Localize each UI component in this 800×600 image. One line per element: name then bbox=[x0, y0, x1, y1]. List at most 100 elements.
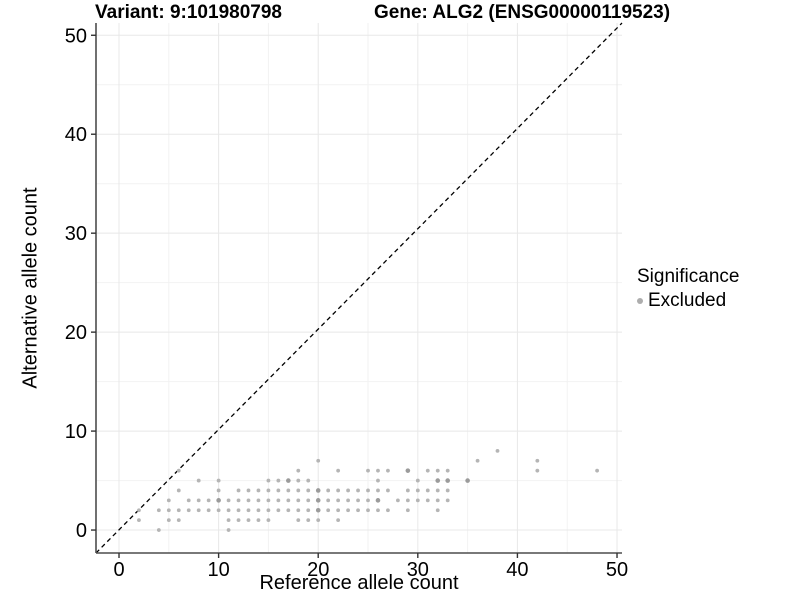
data-point bbox=[137, 518, 141, 523]
data-point bbox=[445, 468, 450, 473]
data-point bbox=[415, 488, 420, 493]
data-point bbox=[156, 528, 161, 532]
data-point bbox=[296, 498, 301, 503]
data-point bbox=[405, 488, 410, 493]
data-point bbox=[216, 508, 221, 513]
data-point bbox=[535, 458, 540, 463]
data-point bbox=[206, 508, 211, 513]
data-point bbox=[216, 488, 221, 493]
plot-title-variant: Variant: 9:101980798 bbox=[95, 2, 282, 23]
data-point bbox=[405, 508, 410, 513]
data-point bbox=[346, 488, 350, 493]
data-point bbox=[276, 498, 281, 503]
data-point bbox=[226, 508, 231, 513]
data-point bbox=[286, 508, 291, 513]
data-point bbox=[315, 507, 321, 513]
data-point bbox=[246, 508, 251, 513]
data-point bbox=[315, 498, 321, 503]
plot-title-gene: Gene: ALG2 (ENSG00000119523) bbox=[374, 2, 671, 23]
x-tick-label: 40 bbox=[506, 559, 528, 581]
data-point bbox=[256, 498, 261, 503]
data-point bbox=[495, 448, 500, 453]
data-point bbox=[435, 478, 441, 483]
scatter-points bbox=[137, 448, 599, 532]
data-point bbox=[186, 508, 191, 513]
data-point bbox=[236, 508, 241, 513]
data-point bbox=[435, 488, 440, 493]
data-point bbox=[336, 468, 341, 473]
x-axis-title: Reference allele count bbox=[259, 572, 459, 594]
data-point bbox=[405, 468, 411, 473]
data-point bbox=[315, 488, 321, 493]
data-point bbox=[246, 498, 251, 503]
data-point bbox=[266, 488, 271, 493]
legend: Significance Excluded bbox=[637, 266, 739, 312]
data-point bbox=[196, 508, 201, 513]
x-tick-label: 30 bbox=[407, 559, 429, 581]
x-tick-label: 10 bbox=[207, 559, 229, 581]
data-point bbox=[445, 488, 450, 493]
data-point bbox=[425, 468, 430, 473]
data-point bbox=[306, 518, 311, 523]
data-point bbox=[226, 498, 231, 503]
grid-lines bbox=[96, 23, 622, 553]
data-point bbox=[206, 498, 211, 503]
y-tick-label: 0 bbox=[76, 520, 87, 542]
data-point bbox=[386, 508, 390, 513]
data-point bbox=[316, 518, 321, 523]
data-point bbox=[296, 488, 301, 493]
y-tick-label: 50 bbox=[65, 25, 87, 47]
data-point bbox=[435, 508, 440, 513]
data-point bbox=[465, 478, 470, 483]
data-point bbox=[276, 488, 281, 493]
data-point bbox=[535, 468, 540, 473]
data-point bbox=[306, 508, 311, 513]
data-point bbox=[346, 498, 350, 503]
data-point bbox=[266, 518, 271, 523]
data-point bbox=[386, 468, 390, 473]
data-point bbox=[236, 488, 241, 493]
data-point bbox=[435, 468, 440, 473]
data-point bbox=[216, 498, 221, 503]
data-point bbox=[246, 488, 251, 493]
data-point bbox=[475, 458, 480, 463]
y-tick-label: 40 bbox=[65, 124, 87, 146]
data-point bbox=[256, 488, 261, 493]
data-point bbox=[415, 478, 420, 483]
x-tick-label: 50 bbox=[606, 559, 628, 581]
data-point bbox=[395, 498, 400, 503]
data-point bbox=[425, 488, 430, 493]
data-point bbox=[306, 488, 311, 493]
data-point bbox=[266, 478, 271, 483]
data-point bbox=[356, 488, 360, 493]
data-point bbox=[137, 508, 141, 513]
data-point bbox=[366, 468, 370, 473]
data-point bbox=[296, 508, 301, 513]
data-point bbox=[336, 488, 341, 493]
data-point bbox=[276, 478, 281, 483]
data-point bbox=[166, 498, 171, 503]
legend-item-label: Excluded bbox=[648, 290, 727, 311]
legend-item-excluded: Excluded bbox=[637, 290, 739, 312]
data-point bbox=[176, 468, 181, 473]
data-point bbox=[266, 508, 271, 513]
data-point bbox=[415, 498, 420, 503]
data-point bbox=[445, 498, 450, 503]
data-point bbox=[356, 508, 360, 513]
data-point bbox=[176, 518, 181, 523]
data-point bbox=[156, 508, 161, 513]
data-point bbox=[286, 488, 291, 493]
data-point bbox=[595, 468, 599, 473]
excluded-point-icon bbox=[637, 298, 643, 304]
data-point bbox=[236, 518, 241, 523]
data-point bbox=[336, 498, 341, 503]
legend-title: Significance bbox=[637, 266, 740, 287]
data-point bbox=[316, 458, 321, 463]
data-point bbox=[266, 498, 271, 503]
data-point bbox=[326, 488, 331, 493]
data-point bbox=[376, 488, 380, 493]
data-point bbox=[346, 508, 350, 513]
data-point bbox=[286, 498, 291, 503]
identity-dashed-line bbox=[95, 22, 623, 554]
